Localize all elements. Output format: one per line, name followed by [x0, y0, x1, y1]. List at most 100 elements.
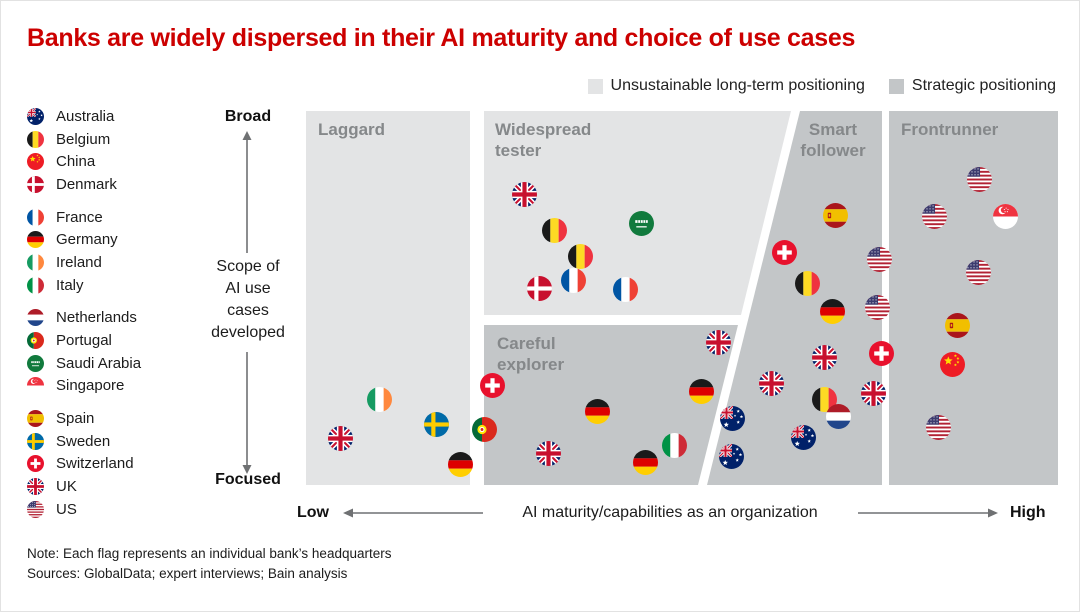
light-swatch-icon [587, 78, 603, 94]
singapore-flag-icon [27, 377, 44, 395]
france-flag-icon [560, 267, 586, 293]
china-flag-icon [939, 351, 965, 377]
belgium-flag-icon [27, 130, 44, 148]
germany-flag-icon [632, 449, 658, 475]
country-label: Switzerland [56, 455, 134, 473]
country-legend-item: UK [27, 475, 141, 498]
country-legend-group: Netherlands Portugal Saudi Arabia Singap… [27, 307, 141, 398]
country-label: Sweden [56, 432, 111, 450]
country-label: Netherlands [56, 309, 137, 327]
country-label: Saudi Arabia [56, 354, 142, 372]
australia-flag-icon [719, 405, 745, 431]
us-flag-icon [921, 203, 947, 229]
country-legend-item: Belgium [27, 128, 141, 151]
country-legend-item: Germany [27, 228, 141, 251]
uk-flag-icon [535, 440, 561, 466]
spain-flag-icon [944, 312, 970, 338]
country-label: Australia [56, 107, 115, 125]
legend-label: Strategic positioning [911, 77, 1056, 94]
australia-flag-icon [718, 443, 744, 469]
germany-flag-icon [447, 451, 473, 477]
saudi-arabia-flag-icon [27, 354, 44, 372]
france-flag-icon [612, 276, 638, 302]
china-flag-icon [27, 153, 44, 171]
us-flag-icon [864, 294, 890, 320]
belgium-flag-icon [811, 386, 837, 412]
y-axis-title: Scope of AI use cases developed [211, 258, 285, 341]
country-legend-item: Sweden [27, 430, 141, 453]
legend-label: Unsustainable long-term positioning [610, 77, 865, 94]
netherlands-flag-icon [27, 309, 44, 327]
switzerland-flag-icon [771, 239, 797, 265]
australia-flag-icon [790, 424, 816, 450]
france-flag-icon [27, 208, 44, 226]
country-label: Germany [56, 231, 118, 249]
country-legend-item: Saudi Arabia [27, 352, 141, 375]
uk-flag-icon [705, 329, 731, 355]
y-axis-broad-label: Broad [224, 108, 272, 125]
us-flag-icon [866, 246, 892, 272]
portugal-flag-icon [27, 332, 44, 350]
legend-item-unsustainable: Unsustainable long-term positioning [587, 77, 865, 95]
country-legend-item: Singapore [27, 375, 141, 398]
country-label: China [56, 153, 96, 171]
uk-flag-icon [811, 344, 837, 370]
italy-flag-icon [27, 276, 44, 294]
country-label: Belgium [56, 130, 111, 148]
zone-frontrunner-label: Frontrunner [901, 120, 999, 139]
country-label: US [56, 500, 77, 518]
country-legend-item: Spain [27, 407, 141, 430]
belgium-flag-icon [794, 270, 820, 296]
chart-title: Banks are widely dispersed in their AI m… [27, 24, 856, 52]
country-label: Denmark [56, 175, 117, 193]
us-flag-icon [925, 414, 951, 440]
x-axis-low-label: Low [297, 504, 329, 521]
y-axis-up-arrow-icon [242, 131, 252, 253]
uk-flag-icon [758, 370, 784, 396]
legend-item-strategic: Strategic positioning [888, 77, 1056, 95]
x-axis-title: AI maturity/capabilities as an organizat… [522, 504, 818, 521]
zone-smart-follower-label: Smart follower [800, 120, 866, 160]
zone-laggard-label: Laggard [318, 120, 386, 139]
germany-flag-icon [27, 231, 44, 249]
zone-careful-explorer-label: Careful explorer [497, 334, 565, 374]
footnotes: Note: Each flag represents an individual… [27, 544, 391, 584]
uk-flag-icon [511, 181, 537, 207]
denmark-flag-icon [27, 175, 44, 193]
germany-flag-icon [688, 378, 714, 404]
germany-flag-icon [819, 298, 845, 324]
country-legend-item: Denmark [27, 173, 141, 196]
us-flag-icon [27, 500, 44, 518]
country-legend-item: Portugal [27, 329, 141, 352]
ireland-flag-icon [27, 253, 44, 271]
x-axis-left-arrow-icon [343, 508, 483, 518]
italy-flag-icon [661, 432, 687, 458]
switzerland-flag-icon [27, 455, 44, 473]
zone-careful-explorer [484, 325, 738, 485]
y-axis-down-arrow-icon [242, 352, 252, 474]
country-label: Italy [56, 276, 84, 294]
country-legend-item: China [27, 150, 141, 173]
country-legend-item: France [27, 206, 141, 229]
sources-line: Sources: GlobalData; expert interviews; … [27, 566, 348, 581]
country-legend-group: Australia Belgium China Denmark [27, 105, 141, 196]
singapore-flag-icon [992, 203, 1018, 229]
us-flag-icon [966, 166, 992, 192]
dark-swatch-icon [888, 78, 904, 94]
country-legend-item: US [27, 498, 141, 521]
country-label: UK [56, 478, 77, 496]
country-legend-item: Australia [27, 105, 141, 128]
australia-flag-icon [27, 107, 44, 125]
positioning-legend: Unsustainable long-term positioning Stra… [587, 77, 1056, 95]
country-label: Singapore [56, 377, 125, 395]
uk-flag-icon [327, 425, 353, 451]
switzerland-flag-icon [479, 372, 505, 398]
country-label: Portugal [56, 332, 112, 350]
netherlands-flag-icon [825, 403, 851, 429]
country-legend-item: Netherlands [27, 307, 141, 330]
country-label: Spain [56, 410, 95, 428]
us-flag-icon [965, 259, 991, 285]
switzerland-flag-icon [868, 340, 894, 366]
germany-flag-icon [584, 398, 610, 424]
